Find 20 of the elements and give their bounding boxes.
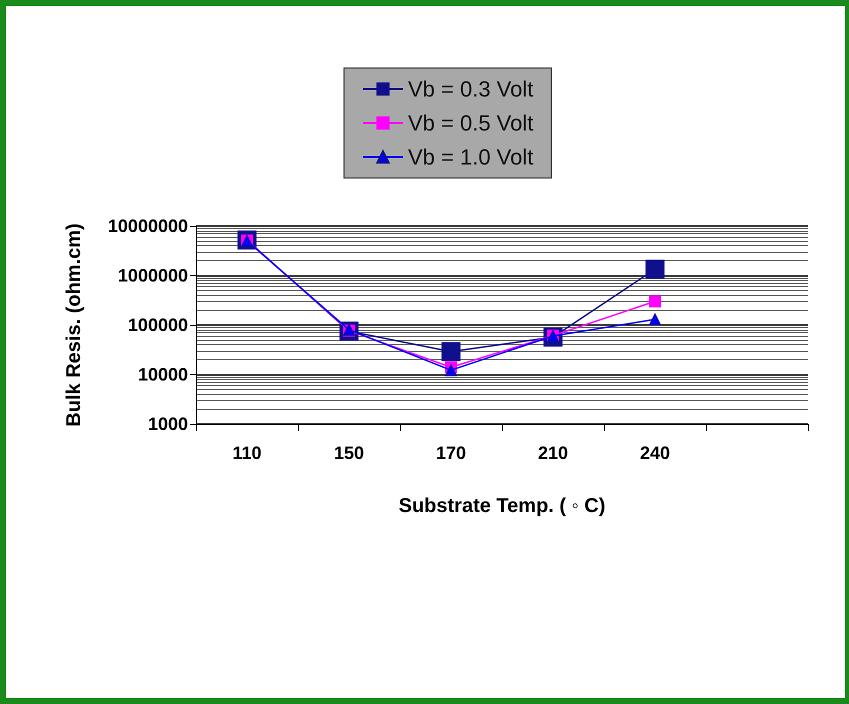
- y-axis-title: Bulk Resis. (ohm.cm): [63, 223, 85, 427]
- y-tick-label: 10000: [138, 364, 188, 384]
- point: [649, 295, 661, 308]
- y-tick-label: 1000000: [118, 266, 188, 286]
- point: [442, 342, 460, 362]
- x-tick-label: 240: [640, 443, 670, 463]
- point: [646, 260, 664, 279]
- y-tick-label: 100000: [128, 315, 188, 335]
- x-tick-label: 210: [538, 443, 568, 463]
- y-tick-label: 1000: [148, 414, 188, 434]
- x-tick-label: 150: [334, 443, 364, 463]
- point: [649, 313, 661, 326]
- point: [445, 364, 457, 376]
- legend-label: Vb = 0.5 Volt: [408, 110, 534, 136]
- legend-label: Vb = 1.0 Volt: [408, 144, 534, 170]
- x-tick-label: 170: [436, 443, 466, 463]
- legend-label: Vb = 0.3 Volt: [408, 76, 534, 102]
- y-tick-label: 10000000: [108, 216, 188, 236]
- x-tick-label: 110: [232, 443, 262, 463]
- x-axis-title: Substrate Temp. ( ◦ C): [398, 495, 606, 517]
